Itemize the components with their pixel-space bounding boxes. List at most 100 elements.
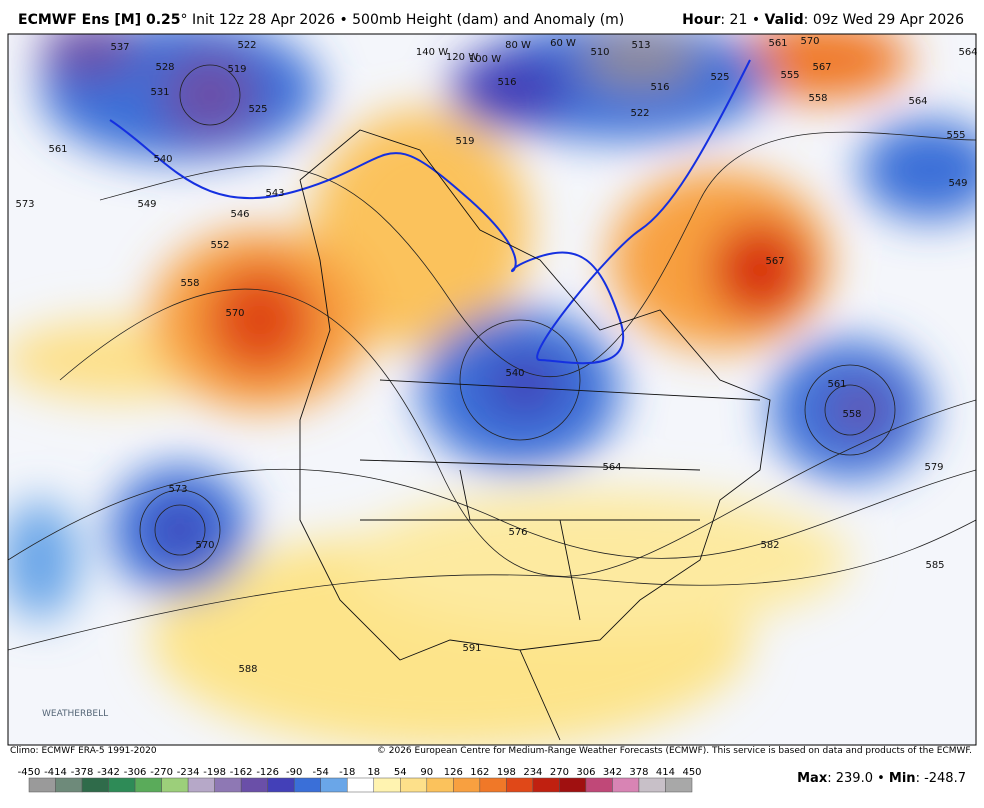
colorbar-cell xyxy=(55,777,83,793)
contour-label: 552 xyxy=(210,240,229,251)
min-key: Min xyxy=(888,771,916,786)
colorbar-label: 450 xyxy=(682,767,701,778)
colorbar-cell xyxy=(638,777,666,793)
colorbar-label: -18 xyxy=(339,767,355,778)
colorbar-label: 414 xyxy=(656,767,675,778)
colorbar-cell xyxy=(161,777,189,793)
colorbar-cell xyxy=(240,777,268,793)
valid: : 09z Wed 29 Apr 2026 xyxy=(803,12,964,28)
contour-label: 570 xyxy=(800,36,819,47)
colorbar-label: -162 xyxy=(230,767,253,778)
colorbar-cell xyxy=(532,777,560,793)
colorbar-cell xyxy=(585,777,613,793)
contour-label: 100 W xyxy=(469,54,501,65)
colorbar-label: -126 xyxy=(256,767,279,778)
sep: • xyxy=(872,771,889,786)
colorbar-cell xyxy=(108,777,136,793)
colorbar-label: -54 xyxy=(313,767,329,778)
colorbar-label: -198 xyxy=(203,767,226,778)
contour-label: 120 W xyxy=(446,52,478,63)
contour-label: 555 xyxy=(780,70,799,81)
logo: WEATHERBELL xyxy=(42,709,108,719)
contour-label: 561 xyxy=(827,379,846,390)
contour-label: 564 xyxy=(958,47,977,58)
contour-label: 567 xyxy=(765,256,784,267)
colorbar-cell xyxy=(479,777,507,793)
colorbar-label: 342 xyxy=(603,767,622,778)
title: ECMWF Ens [M] 0.25° Init 12z 28 Apr 2026… xyxy=(18,12,624,28)
contour-label: 546 xyxy=(230,209,249,220)
colorbar-cell xyxy=(320,777,348,793)
valid-time: Hour: 21 • Valid: 09z Wed 29 Apr 2026 xyxy=(682,12,964,28)
colorbar-label: -414 xyxy=(44,767,67,778)
contour-label: 573 xyxy=(168,484,187,495)
climo: Climo: ECMWF ERA-5 1991-2020 xyxy=(10,746,157,756)
contour-label: 540 xyxy=(505,368,524,379)
colorbar-cell xyxy=(665,777,693,793)
height-contours xyxy=(8,64,976,651)
contour-label: 537 xyxy=(110,42,129,53)
coastlines xyxy=(299,129,771,741)
contour-label: 140 W xyxy=(416,47,448,58)
colorbar-cell xyxy=(453,777,481,793)
contour-label: 588 xyxy=(238,664,257,675)
contour-label: 579 xyxy=(924,462,943,473)
contour-label: 558 xyxy=(180,278,199,289)
contour-label: 525 xyxy=(248,104,267,115)
contour-labels: 537 528 531 519 522 525 540 549 546 543 552 558 570 5… xyxy=(15,36,977,675)
contour-label: 549 xyxy=(948,178,967,189)
contour-label: 564 xyxy=(602,462,621,473)
colorbar-label: -270 xyxy=(150,767,173,778)
contour-label: 561 xyxy=(768,38,787,49)
colorbar-cell xyxy=(187,777,215,793)
colorbar-cell xyxy=(612,777,640,793)
contour-label: 513 xyxy=(631,40,650,51)
contour-label: 525 xyxy=(710,72,729,83)
contour-label: 576 xyxy=(508,527,527,538)
colorbar-cell xyxy=(400,777,428,793)
contour-label: 567 xyxy=(812,62,831,73)
contour-label: 519 xyxy=(455,136,474,147)
colorbar-label: -450 xyxy=(18,767,41,778)
colorbar-label: 162 xyxy=(470,767,489,778)
contour-label: 558 xyxy=(808,93,827,104)
540-contour xyxy=(109,59,751,365)
colorbar-cell xyxy=(373,777,401,793)
contour-label: 516 xyxy=(497,77,516,88)
max-value: 239.0 xyxy=(835,771,873,786)
contour-label: 519 xyxy=(227,64,246,75)
colorbar-label: -378 xyxy=(71,767,94,778)
colorbar-label: 90 xyxy=(420,767,433,778)
max-key: Max xyxy=(797,771,828,786)
contour-label: 573 xyxy=(15,199,34,210)
colorbar-label: 18 xyxy=(367,767,380,778)
contour-label: 585 xyxy=(925,560,944,571)
contour-label: 549 xyxy=(137,199,156,210)
contour-label: 522 xyxy=(630,108,649,119)
contour-label: 570 xyxy=(195,540,214,551)
contour-label: 555 xyxy=(946,130,965,141)
contour-label: 570 xyxy=(225,308,244,319)
colorbar: -450 -414 -378 -342 -306 -270 -234 -198 -162 -126… xyxy=(18,767,702,793)
colorbar-label: 234 xyxy=(523,767,542,778)
contour-label: 531 xyxy=(150,87,169,98)
colorbar-label: -90 xyxy=(286,767,302,778)
contour-label: 60 W xyxy=(550,38,576,49)
colorbar-cell xyxy=(214,777,242,793)
colorbar-cell xyxy=(426,777,454,793)
colorbar-cell xyxy=(134,777,162,793)
min-value: -248.7 xyxy=(924,771,966,786)
contour-label: 522 xyxy=(237,40,256,51)
colorbar-cell xyxy=(28,777,56,793)
colorbar-label: 54 xyxy=(394,767,407,778)
contour-label: 561 xyxy=(48,144,67,155)
anomaly-field xyxy=(8,34,976,745)
colorbar-label: 126 xyxy=(444,767,463,778)
colorbar-cell xyxy=(346,777,375,793)
contour-label: 510 xyxy=(590,47,609,58)
title-rest: ° Init 12z 28 Apr 2026 • 500mb Height (d… xyxy=(180,12,625,28)
contour-label: 516 xyxy=(650,82,669,93)
max-min: Max: 239.0 • Min: -248.7 xyxy=(797,771,966,786)
